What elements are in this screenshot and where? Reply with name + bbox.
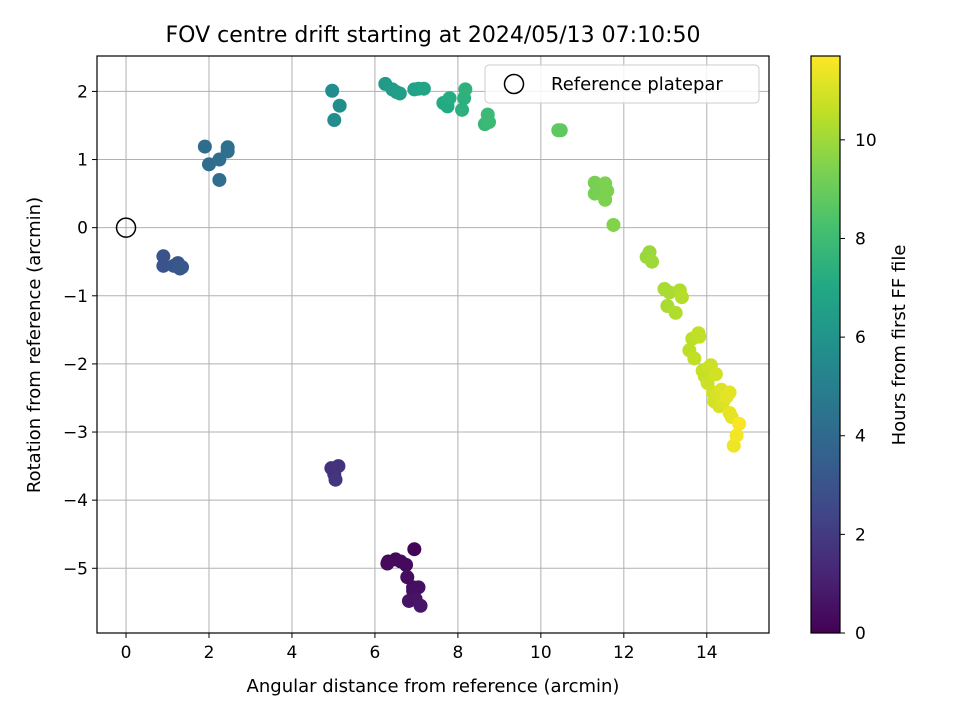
plot-frame [96,55,770,634]
scatter-point [220,144,235,159]
scatter-point [413,598,428,613]
y-tick-label: −4 [63,491,88,511]
x-axis-ticks: 0 2 4 6 8 10 12 14 [121,633,718,663]
scatter-point [732,416,747,431]
x-tick-label: 8 [452,643,463,663]
y-tick-label: 0 [77,219,88,239]
colorbar-tick-label: 2 [855,525,866,545]
colorbar-gradient [810,55,841,634]
scatter-point [692,329,707,344]
x-tick-label: 12 [613,643,635,663]
colorbar-tick-label: 0 [855,624,866,644]
y-tick-label: −5 [63,559,88,579]
scatter-point [600,183,615,198]
scatter-point [325,83,340,98]
scatter-point [156,258,171,273]
colorbar-tick-label: 10 [855,131,877,151]
colorbar-tick-label: 4 [855,427,866,447]
legend: Reference platepar [484,64,760,104]
colorbar: 0 2 4 6 8 10 Hours from first FF file [810,55,910,644]
y-tick-label: 1 [77,151,88,171]
scatter-point [455,102,470,117]
scatter-point [687,351,702,366]
scatter-point [722,385,737,400]
scatter-points [156,76,747,613]
scatter-point [327,113,342,128]
scatter-point [399,557,414,572]
y-tick-label: −1 [63,287,88,307]
scatter-point [392,86,407,101]
scatter-point [175,260,190,275]
x-tick-label: 2 [204,643,215,663]
colorbar-tick-label: 6 [855,328,866,348]
colorbar-tick-label: 8 [855,229,866,249]
scatter-point [458,82,473,97]
scatter-point [674,290,689,305]
scatter-point [553,123,568,138]
chart-title: FOV centre drift starting at 2024/05/13 … [166,23,701,48]
scatter-point [380,556,395,571]
scatter-point [729,428,744,443]
y-tick-label: 2 [77,82,88,102]
scatter-point [442,91,457,106]
scatter-point [645,254,660,269]
scatter-point [328,472,343,487]
grid-lines [97,56,769,633]
scatter-point [212,172,227,187]
y-axis-ticks: 2 1 0 −1 −2 −3 −4 −5 [63,82,97,579]
legend-box [484,64,760,104]
scatter-point [400,570,415,585]
legend-entry-reference-platepar: Reference platepar [551,74,723,95]
scatter-point [708,367,723,382]
x-tick-label: 0 [121,643,132,663]
y-tick-label: −3 [63,423,88,443]
scatter-point [668,305,683,320]
scatter-point [662,285,677,300]
y-tick-label: −2 [63,355,88,375]
x-tick-label: 4 [287,643,298,663]
scatter-point [606,217,621,232]
scatter-point [407,542,422,557]
x-tick-label: 14 [696,643,718,663]
reference-platepar-marker [115,217,137,238]
x-axis-label: Angular distance from reference (arcmin) [247,676,620,697]
colorbar-label: Hours from first FF file [889,245,910,446]
colorbar-ticks: 0 2 4 6 8 10 [840,131,877,644]
scatter-point [416,81,431,96]
scatter-point [197,139,212,154]
y-axis-label: Rotation from reference (arcmin) [24,197,45,493]
x-tick-label: 10 [530,643,552,663]
scatter-point [332,98,347,113]
scatter-point [482,115,496,130]
legend-reference-marker [503,73,525,95]
x-tick-label: 6 [370,643,381,663]
